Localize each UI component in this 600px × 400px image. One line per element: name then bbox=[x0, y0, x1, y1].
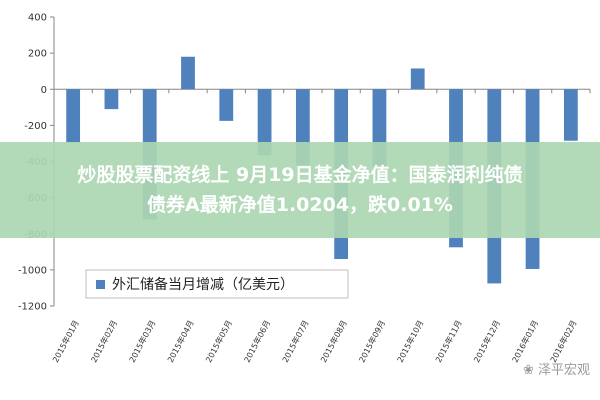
x-tick-label: 2015年05月 bbox=[203, 318, 234, 364]
x-tick-label: 2015年06月 bbox=[242, 318, 273, 364]
x-tick-label: 2015年01月 bbox=[50, 318, 81, 364]
y-tick-label: -1000 bbox=[18, 265, 47, 276]
legend-box bbox=[85, 269, 349, 299]
x-tick-label: 2015年09月 bbox=[357, 318, 388, 364]
legend-swatch bbox=[96, 280, 105, 289]
y-tick-label: -1200 bbox=[18, 302, 47, 313]
y-tick-label: -200 bbox=[24, 121, 47, 132]
x-tick-label: 2015年04月 bbox=[165, 318, 196, 364]
bar bbox=[563, 89, 578, 141]
x-tick-label: 2015年02月 bbox=[89, 318, 120, 364]
bar bbox=[181, 56, 195, 90]
headline-line-2: 债券A最新净值1.0204，跌0.01% bbox=[147, 194, 453, 216]
x-tick-label: 2015年03月 bbox=[127, 318, 158, 364]
x-tick-label: 2015年10月 bbox=[395, 318, 426, 364]
x-tick-label: 2015年11月 bbox=[433, 318, 464, 364]
x-tick-label: 2016年02月 bbox=[548, 318, 579, 364]
x-tick-label: 2016年01月 bbox=[510, 318, 541, 364]
y-tick-label: 400 bbox=[28, 13, 47, 24]
x-tick-label: 2015年07月 bbox=[280, 318, 311, 364]
legend-label: 外汇储备当月增减（亿美元） bbox=[112, 276, 294, 293]
x-tick-label: 2015年08月 bbox=[318, 318, 349, 364]
bar bbox=[410, 68, 425, 90]
x-tick-label: 2015年12月 bbox=[471, 318, 502, 364]
bar bbox=[257, 89, 272, 156]
wechat-icon: ❀ bbox=[522, 363, 534, 378]
watermark-text: 泽平宏观 bbox=[537, 363, 590, 378]
y-tick-label: 200 bbox=[28, 49, 47, 60]
watermark: ❀ 泽平宏观 bbox=[523, 359, 590, 378]
headline-overlay: 炒股股票配资线上 9月19日基金净值：国泰润利纯债 债券A最新净值1.0204，… bbox=[0, 142, 600, 238]
headline-line-1: 炒股股票配资线上 9月19日基金净值：国泰润利纯债 bbox=[77, 164, 523, 186]
bar bbox=[219, 89, 234, 121]
legend: 外汇储备当月增减（亿美元） bbox=[85, 269, 349, 299]
y-tick-label: 0 bbox=[41, 85, 47, 96]
bar bbox=[66, 89, 81, 143]
bar bbox=[104, 89, 119, 110]
